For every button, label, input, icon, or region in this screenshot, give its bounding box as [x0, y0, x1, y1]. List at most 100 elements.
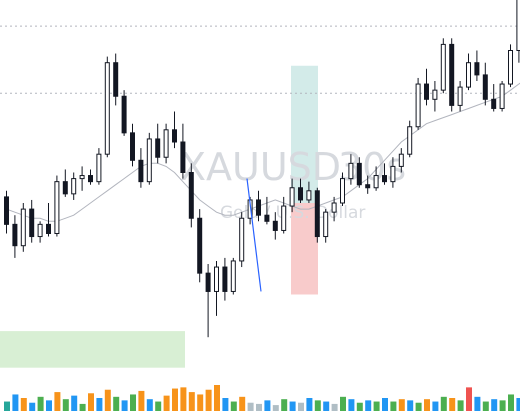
volume-bar-42 [356, 402, 363, 411]
candle-1 [12, 215, 18, 258]
candle-46 [390, 157, 396, 188]
volume-bar-61 [516, 398, 520, 411]
candle-body-11 [96, 153, 102, 183]
candle-41 [348, 154, 354, 185]
candle-body-52 [440, 43, 446, 91]
candle-body-0 [4, 196, 9, 225]
candle-6 [54, 175, 60, 237]
candle-2 [20, 203, 26, 252]
candle-body-15 [130, 132, 135, 161]
candle-39 [331, 196, 337, 222]
candle-58 [491, 84, 497, 112]
candle-55 [466, 53, 471, 91]
candle-60 [508, 44, 513, 88]
volume-bar-59 [499, 400, 506, 411]
volume-bar-48 [407, 400, 414, 411]
volume-bar-44 [373, 401, 380, 411]
candle-body-5 [46, 223, 51, 235]
candle-body-2 [20, 208, 26, 247]
candle-34 [289, 178, 295, 213]
candle-body-21 [180, 141, 186, 173]
candle-30 [256, 190, 261, 222]
candle-body-18 [155, 138, 161, 158]
volume-bar-38 [323, 401, 330, 411]
volume-bar-22 [188, 392, 195, 411]
candle-body-27 [230, 260, 236, 292]
trend-line [246, 178, 262, 292]
candle-23 [197, 209, 203, 283]
volume-bar-1 [12, 394, 19, 411]
candle-body-59 [499, 83, 505, 109]
candle-body-31 [264, 214, 270, 222]
candle-18 [155, 123, 161, 164]
volume-bar-9 [79, 403, 86, 411]
candle-52 [440, 38, 446, 94]
volume-bar-14 [121, 400, 128, 411]
volume-bar-49 [415, 402, 422, 411]
candle-body-13 [113, 62, 119, 97]
candle-7 [62, 169, 68, 197]
candle-19 [163, 123, 169, 164]
candle-body-51 [432, 89, 438, 100]
volume-bar-10 [88, 393, 94, 411]
candle-body-7 [62, 181, 68, 195]
candle-61 [516, 0, 520, 63]
candle-45 [382, 163, 387, 185]
candle-body-12 [104, 62, 110, 155]
candle-body-50 [424, 83, 429, 100]
candle-9 [79, 166, 85, 191]
volume-bar-8 [71, 395, 78, 411]
candle-body-41 [348, 162, 354, 180]
candle-5 [46, 203, 51, 237]
profit-zone [291, 65, 318, 203]
candle-body-1 [12, 223, 18, 247]
candle-body-40 [340, 178, 345, 204]
candle-35 [298, 178, 303, 203]
candle-37 [314, 187, 320, 243]
candle-body-14 [121, 95, 127, 134]
volume-layer [4, 385, 520, 411]
candle-15 [130, 123, 135, 167]
volume-bar-23 [197, 394, 204, 411]
volume-bar-46 [390, 401, 397, 411]
volume-bar-0 [4, 401, 10, 411]
volume-bar-5 [46, 400, 52, 411]
candle-27 [230, 257, 236, 295]
candle-26 [222, 257, 228, 301]
levels-layer [0, 25, 520, 94]
candle-body-33 [281, 205, 287, 231]
candle-body-24 [205, 272, 211, 292]
candle-body-55 [466, 62, 471, 88]
candle-38 [323, 209, 329, 243]
candle-body-56 [474, 62, 480, 76]
volume-bar-40 [340, 396, 346, 411]
watermark: XAUUSD 30s Gold / U.S. Dollar [180, 145, 406, 223]
candle-11 [96, 148, 102, 185]
candle-body-49 [415, 83, 421, 128]
candle-13 [113, 53, 119, 106]
volume-bar-15 [130, 394, 136, 411]
watermark-symbol: XAUUSD [180, 145, 341, 189]
candle-body-46 [390, 165, 396, 183]
candle-44 [373, 166, 379, 191]
candle-3 [29, 199, 35, 243]
volume-bar-58 [491, 399, 498, 411]
candle-body-36 [306, 190, 312, 201]
candle-body-44 [373, 175, 379, 189]
candle-body-37 [314, 190, 320, 238]
candle-body-61 [516, 0, 520, 52]
candle-28 [239, 212, 245, 268]
candle-59 [499, 81, 505, 112]
volume-bar-50 [424, 399, 430, 411]
volume-bar-16 [138, 390, 145, 411]
volume-bar-7 [62, 399, 69, 411]
candle-16 [138, 148, 144, 188]
candle-33 [281, 196, 287, 234]
volume-bar-21 [180, 387, 187, 411]
volume-bar-27 [230, 401, 237, 411]
candles-layer [4, 0, 520, 338]
candle-body-10 [88, 175, 93, 183]
volume-bar-29 [247, 402, 254, 411]
candle-body-45 [382, 175, 387, 183]
